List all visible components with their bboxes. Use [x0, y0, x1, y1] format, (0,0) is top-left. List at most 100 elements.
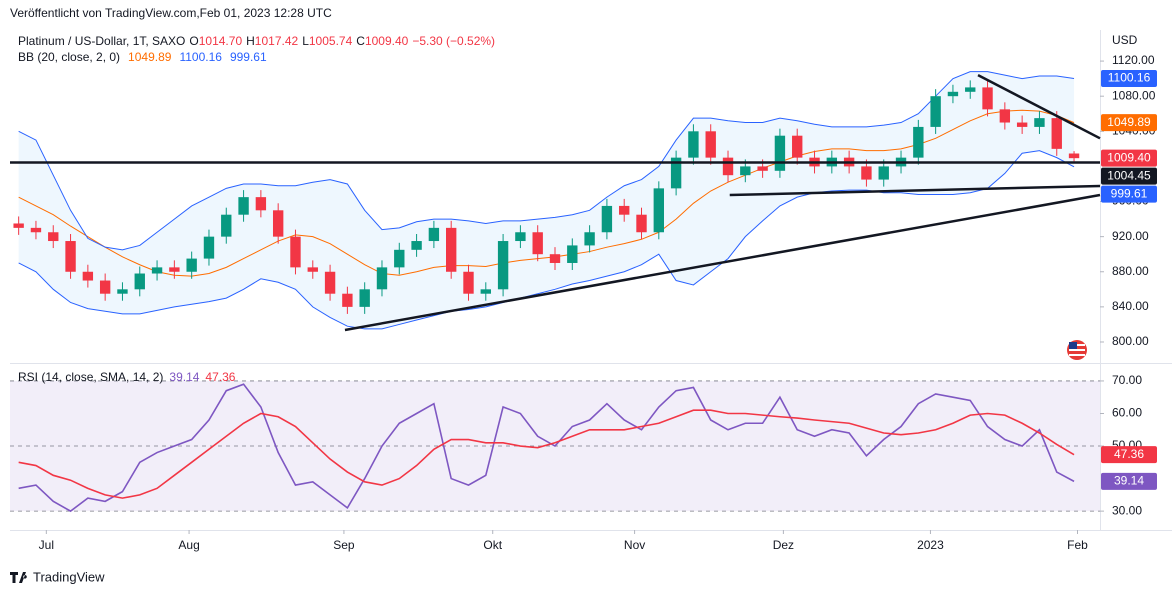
- y-tick-label: 60.00: [1112, 406, 1142, 420]
- rsi-line: [18, 409, 1075, 499]
- candle-body: [117, 289, 128, 294]
- price-badge: [1101, 472, 1157, 490]
- trend-line: [729, 184, 1101, 197]
- candle-body: [549, 254, 561, 263]
- candle-body: [394, 249, 405, 268]
- indicator-name: RSI (14, close, SMA, 14, 2): [18, 370, 163, 384]
- rsi-pane: [10, 380, 1100, 513]
- published-note: Veröffentlicht von TradingView.com,Feb 0…: [10, 6, 332, 20]
- candle-body: [446, 227, 457, 272]
- candle-body: [376, 267, 388, 290]
- candle-body: [601, 205, 613, 233]
- y-tick-label: 920.00: [1112, 229, 1149, 243]
- price-pane: [13, 71, 1080, 330]
- candle-body: [186, 258, 197, 272]
- ohlc-key: L: [302, 34, 309, 48]
- ohlc-value: 1017.42: [255, 34, 299, 48]
- candle-body: [221, 214, 232, 237]
- ohlc-value: 1005.74: [309, 34, 353, 48]
- candle-body: [740, 166, 751, 176]
- indicator-value: 999.61: [230, 50, 267, 64]
- flag-stripe: [1069, 354, 1085, 356]
- candle-body: [134, 273, 145, 290]
- x-tick-label: Feb: [1067, 538, 1088, 552]
- candle-body: [999, 109, 1011, 123]
- x-tick-label: Sep: [333, 538, 355, 552]
- price-badge-label: 1100.16: [1108, 71, 1151, 85]
- band-line: [18, 71, 1075, 251]
- price-badge: [1101, 69, 1157, 87]
- ohlc-key: C: [356, 34, 365, 48]
- indicator-value: 39.14: [169, 370, 199, 384]
- flag-canton: [1069, 342, 1077, 349]
- candle-body: [1034, 118, 1045, 127]
- flag-icon[interactable]: [1067, 340, 1087, 360]
- price-badge: [1101, 149, 1157, 167]
- candle-body: [480, 289, 491, 294]
- candle-body: [930, 96, 941, 127]
- candle-body: [30, 227, 42, 233]
- candle-body: [411, 241, 422, 250]
- candle-body: [203, 236, 215, 259]
- ohlc-key: H: [246, 34, 255, 48]
- candle-body: [151, 267, 163, 274]
- price-badge-label: 999.61: [1111, 186, 1148, 200]
- candle-body: [272, 210, 284, 237]
- y-tick-label: 70.00: [1112, 373, 1142, 387]
- candle-body: [705, 131, 716, 158]
- candle-body: [584, 232, 595, 246]
- candle-body: [567, 245, 578, 263]
- y-tick-label: 800.00: [1112, 334, 1149, 348]
- indicator-legend: BB (20, close, 2, 0) 1049.89 1100.16 999.61: [18, 50, 267, 64]
- x-tick-label: Nov: [624, 538, 645, 552]
- x-tick-label: Dez: [773, 538, 794, 552]
- flag-stripe: [1069, 349, 1085, 351]
- indicator-value: 47.36: [205, 370, 235, 384]
- ohlc-value: 1009.40: [365, 34, 409, 48]
- y-tick-label: 840.00: [1112, 299, 1149, 313]
- symbol-name: Platinum / US-Dollar, 1T, SAXO: [18, 34, 185, 48]
- brand-name: TradingView: [33, 569, 105, 584]
- band-fill: [18, 71, 1075, 329]
- y-tick-label: 1080.00: [1112, 88, 1156, 102]
- x-tick-label: Aug: [178, 538, 199, 552]
- candle-body: [255, 197, 267, 211]
- logo: TradingView: [10, 569, 105, 584]
- x-tick-label: Okt: [483, 538, 502, 552]
- x-tick-label: 2023: [917, 538, 944, 552]
- candle-body: [497, 241, 509, 290]
- candle-body: [861, 166, 872, 180]
- candle-body: [965, 87, 976, 92]
- indicator-value: 1100.16: [179, 50, 222, 64]
- candle-body: [13, 223, 24, 228]
- indicator-name: BB (20, close, 2, 0): [18, 50, 120, 64]
- candle-body: [947, 91, 959, 97]
- band-line: [18, 150, 1075, 330]
- change-value: −5.30 (−0.52%): [412, 34, 495, 48]
- currency-label: USD: [1112, 33, 1138, 47]
- candle-body: [65, 241, 76, 272]
- candle-body: [670, 157, 682, 189]
- price-badge-label: 1009.40: [1107, 150, 1151, 164]
- candle-body: [722, 157, 734, 176]
- candle-body: [792, 135, 803, 158]
- candle-body: [290, 236, 301, 268]
- candle-body: [1016, 122, 1028, 127]
- candle-body: [532, 232, 543, 255]
- rsi-line: [18, 383, 1075, 513]
- candle-body: [1051, 118, 1062, 149]
- candle-body: [307, 267, 318, 272]
- candle-body: [99, 280, 111, 294]
- candle-body: [324, 271, 336, 294]
- y-tick-label: 880.00: [1112, 264, 1149, 278]
- candle-body: [636, 214, 647, 233]
- band-line: [18, 109, 1075, 277]
- candle-body: [238, 197, 249, 215]
- trend-line: [977, 74, 1101, 140]
- price-badge-label: 39.14: [1114, 474, 1144, 488]
- candle-body: [428, 227, 440, 242]
- candle-body: [359, 289, 370, 307]
- candle-body: [982, 87, 993, 110]
